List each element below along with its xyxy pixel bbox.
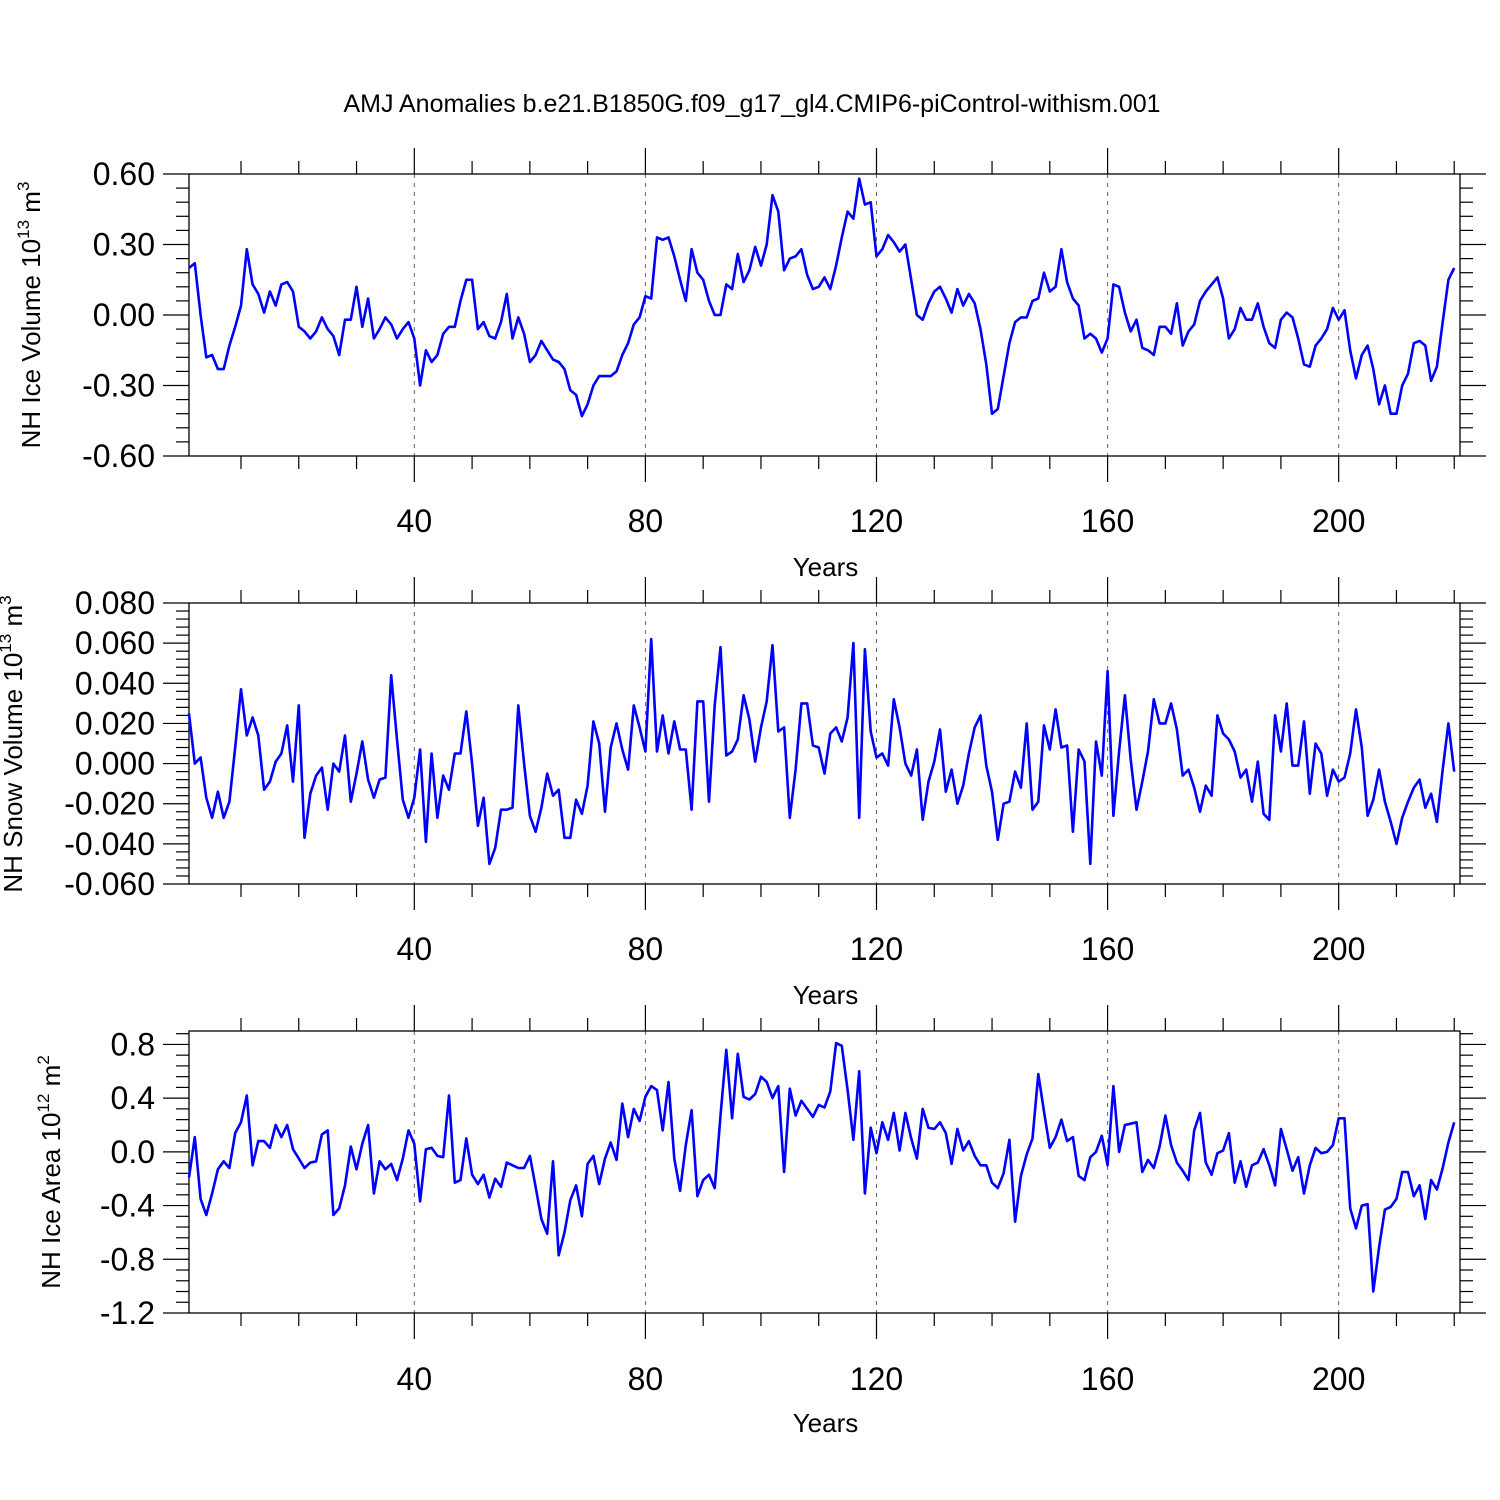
panel-1: 40 80 120 160 200 Years -0.60 -0.30 0.00 0.30 0.60…: [14, 148, 1486, 582]
x-tick-label: 80: [628, 1361, 664, 1397]
x-tick-label: 40: [397, 503, 433, 539]
series-line: [187, 1041, 1456, 1293]
y-axis-title-exponent: 13: [14, 220, 33, 239]
x-tick-label: 160: [1081, 503, 1134, 539]
x-tick-label: 40: [397, 1361, 433, 1397]
panel-3: 40 80 120 160 200 Years -1.2 -0.8 -0.4 0.0 0.4 0.8 N…: [34, 1005, 1486, 1438]
y-tick-label: 0.080: [75, 585, 155, 621]
y-tick-label: -0.020: [64, 786, 155, 822]
y-axis-title: NH Ice Area 1012 m2: [34, 1055, 66, 1289]
y-tick-label: -0.30: [82, 368, 155, 404]
plot-frame: [188, 173, 1461, 457]
y-axis-title-text: NH Ice Area 10: [36, 1112, 66, 1288]
chart-title: AMJ Anomalies b.e21.B1850G.f09_g17_gl4.C…: [343, 90, 1160, 118]
x-tick-label: 80: [628, 503, 664, 539]
y-tick-label: -0.8: [100, 1241, 155, 1277]
y-axis-title: NH Ice Volume 1013 m3: [14, 182, 46, 449]
plot-frame: [188, 602, 1461, 885]
x-tick-label: 200: [1312, 1361, 1365, 1397]
y-axis-title-unit: m: [16, 191, 46, 220]
y-tick-label: 0.60: [93, 156, 155, 192]
series-line: [187, 637, 1456, 866]
x-tick-label: 200: [1312, 931, 1365, 967]
y-tick-label: 0.000: [75, 746, 155, 782]
y-tick-label: -1.2: [100, 1295, 155, 1331]
y-axis-title-unit-exponent: 3: [14, 182, 33, 191]
plot-frame: [188, 1030, 1461, 1314]
x-tick-label: 80: [628, 931, 664, 967]
series-line: [188, 177, 1456, 418]
y-tick-label: 0.0: [111, 1134, 155, 1170]
y-tick-label: -0.4: [100, 1188, 155, 1224]
y-axis-title-exponent: 13: [0, 634, 15, 653]
y-axis-title-exponent: 12: [34, 1094, 53, 1113]
x-tick-label: 160: [1081, 931, 1134, 967]
y-axis-title-text: NH Ice Volume 10: [16, 239, 46, 449]
x-tick-label: 200: [1312, 503, 1365, 539]
y-tick-label: 0.00: [93, 297, 155, 333]
y-tick-label: 0.040: [75, 665, 155, 701]
y-tick-label: -0.060: [64, 866, 155, 902]
x-tick-label: 120: [850, 1361, 903, 1397]
y-tick-label: 0.30: [93, 227, 155, 263]
x-tick-label: 160: [1081, 1361, 1134, 1397]
x-tick-label: 120: [850, 503, 903, 539]
y-axis-title: NH Snow Volume 1013 m3: [0, 595, 28, 892]
y-tick-label: 0.060: [75, 625, 155, 661]
panel-2: 40 80 120 160 200 Years -0.060 -0.040 -0.020 0.00…: [0, 577, 1486, 1010]
y-axis-title-unit-exponent: 2: [34, 1055, 53, 1064]
y-tick-label: -0.040: [64, 826, 155, 862]
y-tick-label: 0.8: [111, 1026, 155, 1062]
y-axis-title-unit: m: [36, 1065, 66, 1094]
x-tick-label: 120: [850, 931, 903, 967]
x-axis-title: Years: [793, 980, 859, 1010]
y-axis-title-unit: m: [0, 605, 28, 634]
y-axis-title-text: NH Snow Volume 10: [0, 653, 28, 893]
x-axis-title: Years: [793, 1408, 859, 1438]
x-tick-label: 40: [397, 931, 433, 967]
x-axis-title: Years: [793, 552, 859, 582]
y-tick-label: 0.4: [111, 1080, 155, 1116]
y-axis-title-unit-exponent: 3: [0, 595, 15, 604]
y-tick-label: 0.020: [75, 705, 155, 741]
y-tick-label: -0.60: [82, 438, 155, 474]
